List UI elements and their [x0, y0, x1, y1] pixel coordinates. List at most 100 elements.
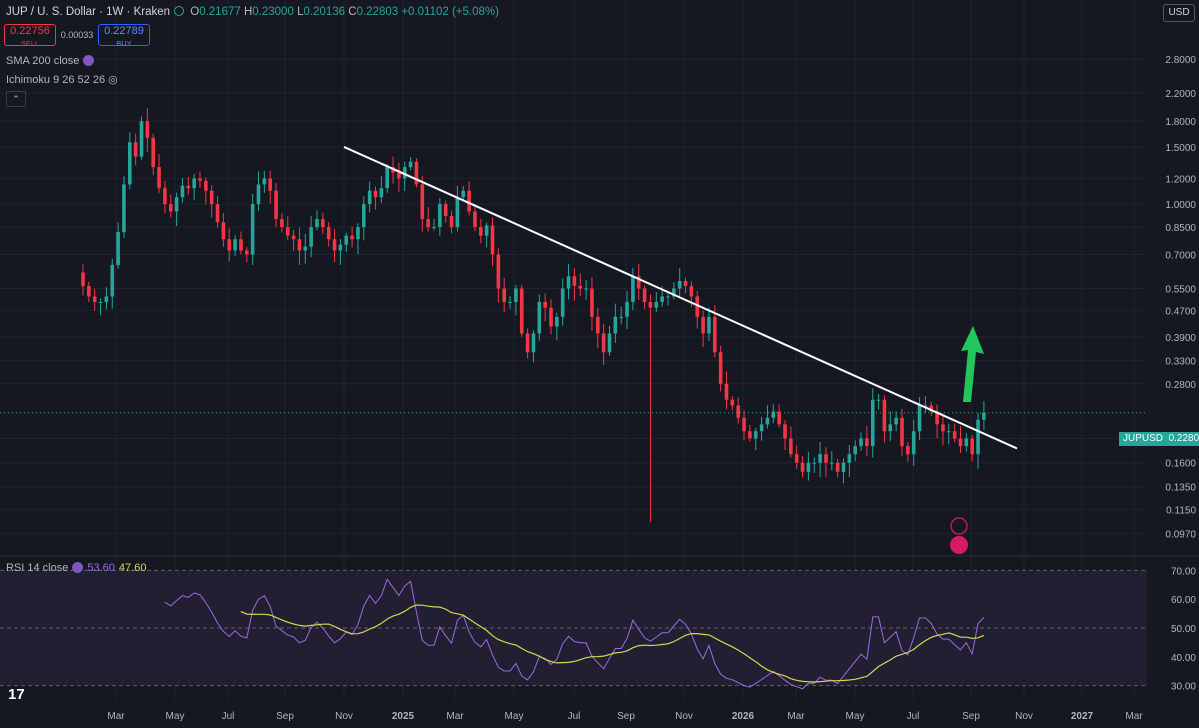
candle-body [467, 190, 471, 212]
candle-body [151, 137, 155, 168]
candle [748, 424, 752, 442]
candle-body [607, 333, 612, 353]
candle-body [262, 178, 267, 185]
candle-body [847, 454, 852, 463]
sell-button[interactable]: 0.22756 SELL [4, 24, 56, 48]
candle-body [941, 424, 945, 432]
candle-body [543, 301, 547, 308]
candle [549, 299, 553, 335]
candle-body [783, 424, 787, 439]
candle [935, 404, 939, 439]
candle [771, 404, 776, 424]
candle-body [531, 333, 536, 353]
candle [145, 108, 150, 153]
candle [321, 212, 325, 235]
candle-body [268, 178, 272, 191]
candle [759, 416, 764, 441]
candle-body [952, 431, 957, 439]
candle-body [98, 301, 103, 303]
candle-body [402, 167, 407, 179]
price-tick-label: 0.4700 [1165, 307, 1196, 318]
candle-body [636, 276, 641, 289]
candle [794, 445, 799, 469]
candle [590, 277, 594, 331]
candle-body [227, 239, 232, 251]
candle [490, 217, 495, 267]
candle [789, 426, 793, 458]
indicator-ichimoku[interactable]: Ichimoku 9 26 52 26 ◎ [6, 74, 118, 86]
candle-body [180, 185, 185, 198]
candle-body [794, 454, 799, 463]
collapse-legend-button[interactable]: ⌃ [6, 91, 26, 107]
candle-body [876, 399, 881, 401]
candle [806, 452, 811, 481]
candle [941, 413, 945, 446]
candle [414, 158, 419, 188]
candle [467, 181, 471, 216]
candle [841, 458, 846, 484]
candle-body [379, 188, 384, 198]
candle-body [572, 276, 577, 286]
candle [186, 176, 191, 195]
candle-body [297, 239, 302, 251]
price-tick-label: 1.2000 [1165, 174, 1196, 185]
rsi-line [164, 578, 985, 690]
candle-body [426, 219, 430, 228]
candle-body [947, 431, 951, 433]
candle-body [917, 405, 922, 432]
candle-body [332, 239, 337, 251]
price-tick-label: 0.3900 [1165, 333, 1196, 344]
candle [133, 133, 138, 166]
candle-body [765, 417, 770, 425]
candle [970, 435, 974, 462]
candle [625, 291, 629, 329]
candle-body [812, 462, 817, 464]
candle-body [560, 288, 565, 317]
candle [642, 285, 647, 310]
settings-icon [72, 562, 84, 573]
candle-body [250, 204, 255, 255]
candle-body [578, 285, 583, 289]
candle-body [935, 411, 939, 425]
candle [297, 227, 302, 265]
candle-body [835, 462, 840, 472]
buy-button[interactable]: 0.22789 BUY [98, 24, 150, 48]
indicator-sma[interactable]: SMA 200 close [6, 55, 95, 67]
candle [812, 457, 817, 474]
candle-body [508, 301, 512, 303]
candle [906, 441, 910, 462]
candle-body [455, 197, 460, 228]
candle-body [865, 438, 869, 447]
candle-body [748, 431, 752, 439]
candle [315, 210, 319, 231]
price-tick-label: 0.7000 [1165, 250, 1196, 261]
candle [929, 401, 934, 417]
candle-body [631, 276, 635, 302]
candle-body [280, 219, 284, 228]
candle-body [174, 197, 179, 212]
candle [204, 177, 208, 205]
rsi-tick-label: 40.00 [1171, 653, 1196, 664]
candle [742, 410, 746, 441]
price-axis: 2.8000 2.2000 1.8000 1.5000 1.2000 1.0000 0.85… [1165, 55, 1196, 541]
candle [309, 216, 313, 258]
candle [344, 232, 349, 252]
symbol-legend: JUP / U. S. Dollar · 1W · Kraken O0.2167… [6, 6, 499, 18]
candle-body [964, 438, 969, 447]
candle [888, 411, 893, 442]
candle-body [397, 172, 401, 179]
candle-body [830, 462, 834, 464]
price-tick-label: 0.3300 [1165, 357, 1196, 368]
time-tick-label: Sep [617, 711, 635, 722]
candle-body [356, 227, 360, 240]
candle-body [502, 288, 506, 302]
currency-button[interactable]: USD [1163, 4, 1195, 22]
candle-body [209, 190, 214, 205]
candle-body [759, 424, 764, 432]
candle-body [168, 204, 173, 212]
candle-body [596, 316, 600, 334]
candle [250, 194, 255, 265]
eye-hidden-icon: ◎ [108, 74, 118, 86]
time-tick-label: 2027 [1071, 711, 1094, 722]
